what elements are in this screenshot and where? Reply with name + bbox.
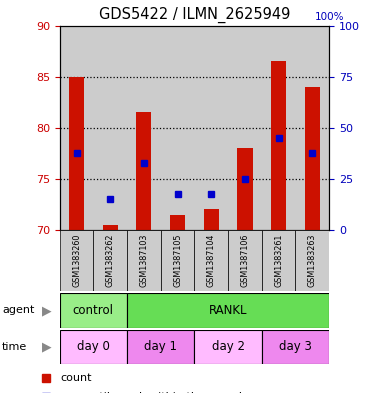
- Bar: [136, 112, 151, 230]
- Text: day 3: day 3: [279, 340, 312, 353]
- Text: GSM1387105: GSM1387105: [173, 233, 182, 287]
- Text: agent: agent: [2, 305, 34, 316]
- Bar: [238, 148, 253, 230]
- Text: GSM1387106: GSM1387106: [241, 234, 249, 287]
- Bar: [93, 26, 127, 230]
- Bar: [161, 230, 194, 291]
- Bar: [69, 77, 84, 230]
- Text: day 1: day 1: [144, 340, 177, 353]
- Bar: [161, 26, 194, 230]
- Bar: [127, 330, 194, 364]
- Bar: [194, 330, 262, 364]
- Text: time: time: [2, 342, 27, 352]
- Bar: [194, 230, 228, 291]
- Bar: [262, 330, 329, 364]
- Text: GSM1387104: GSM1387104: [207, 234, 216, 287]
- Bar: [296, 230, 329, 291]
- Bar: [127, 293, 329, 328]
- Bar: [228, 230, 262, 291]
- Bar: [194, 26, 228, 230]
- Bar: [170, 215, 185, 230]
- Bar: [60, 330, 127, 364]
- Text: GSM1383263: GSM1383263: [308, 234, 317, 287]
- Bar: [262, 26, 296, 230]
- Bar: [93, 230, 127, 291]
- Text: ▶: ▶: [42, 340, 52, 353]
- Text: GSM1383260: GSM1383260: [72, 234, 81, 287]
- Text: day 0: day 0: [77, 340, 110, 353]
- Bar: [103, 225, 118, 230]
- Text: RANKL: RANKL: [209, 304, 248, 317]
- Bar: [305, 87, 320, 230]
- Bar: [271, 61, 286, 230]
- Text: GSM1383261: GSM1383261: [274, 234, 283, 287]
- Text: control: control: [73, 304, 114, 317]
- Bar: [262, 230, 296, 291]
- Bar: [127, 230, 161, 291]
- Bar: [296, 26, 329, 230]
- Text: day 2: day 2: [212, 340, 244, 353]
- Bar: [60, 26, 93, 230]
- Bar: [60, 293, 127, 328]
- Bar: [228, 26, 262, 230]
- Text: ▶: ▶: [42, 304, 52, 317]
- Text: GSM1387103: GSM1387103: [139, 234, 148, 287]
- Bar: [127, 26, 161, 230]
- Bar: [60, 230, 93, 291]
- Bar: [204, 209, 219, 230]
- Text: GSM1383262: GSM1383262: [106, 233, 115, 287]
- Text: percentile rank within the sample: percentile rank within the sample: [61, 391, 248, 393]
- Text: count: count: [61, 373, 92, 383]
- Title: GDS5422 / ILMN_2625949: GDS5422 / ILMN_2625949: [99, 7, 290, 23]
- Text: 100%: 100%: [315, 13, 344, 22]
